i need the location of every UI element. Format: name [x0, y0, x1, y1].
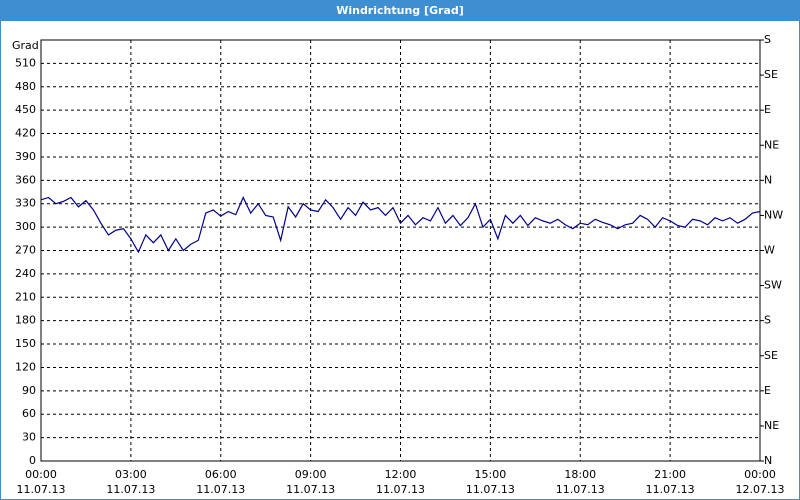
x-tick-date: 11.07.13 — [17, 483, 66, 496]
y-tick-label: 120 — [15, 360, 36, 373]
y-tick-label: 210 — [15, 290, 36, 303]
y2-tick-label: SE — [764, 68, 778, 81]
window-title: Windrichtung [Grad] — [336, 4, 464, 17]
x-tick-date: 11.07.13 — [196, 483, 245, 496]
title-bar — [0, 0, 800, 21]
x-tick-label: 03:00 — [115, 468, 147, 481]
y2-tick-label: E — [764, 103, 771, 116]
x-tick-date: 11.07.13 — [376, 483, 425, 496]
y-tick-label: 240 — [15, 267, 36, 280]
y-tick-label: 480 — [15, 80, 36, 93]
x-tick-date: 11.07.13 — [106, 483, 155, 496]
y-tick-label: 270 — [15, 244, 36, 257]
y2-tick-label: N — [764, 173, 772, 186]
y-tick-label: 90 — [22, 384, 36, 397]
y-tick-label: 330 — [15, 197, 36, 210]
y-tick-label: 300 — [15, 220, 36, 233]
data-line — [40, 196, 761, 254]
x-tick-label: 21:00 — [654, 468, 686, 481]
y-tick-label: 360 — [15, 173, 36, 186]
y2-tick-label: W — [764, 244, 775, 257]
x-tick-date: 11.07.13 — [466, 483, 515, 496]
x-tick-date: 11.07.13 — [556, 483, 605, 496]
x-tick-label: 12:00 — [385, 468, 417, 481]
x-tick-date: 11.07.13 — [286, 483, 335, 496]
x-tick-label: 18:00 — [564, 468, 596, 481]
x-tick-label: 00:00 — [25, 468, 57, 481]
y-tick-label: 0 — [29, 454, 36, 467]
x-tick-label: 00:00 — [744, 468, 776, 481]
y2-tick-label: S — [764, 33, 771, 46]
y2-tick-label: SW — [764, 279, 782, 292]
y2-tick-label: NE — [764, 419, 779, 432]
y-tick-label: 180 — [15, 314, 36, 327]
y-axis-label: Grad — [12, 39, 39, 52]
y-tick-label: 150 — [15, 337, 36, 350]
x-tick-date: 11.07.13 — [646, 483, 695, 496]
y-tick-label: 420 — [15, 127, 36, 140]
x-tick-label: 06:00 — [205, 468, 237, 481]
x-tick-date: 12.07.13 — [736, 483, 785, 496]
y2-tick-label: NW — [764, 208, 783, 221]
y2-tick-label: N — [764, 454, 772, 467]
x-tick-label: 15:00 — [475, 468, 507, 481]
y-tick-label: 30 — [22, 431, 36, 444]
y2-tick-label: S — [764, 314, 771, 327]
plot-frame — [40, 39, 761, 462]
y2-tick-label: NE — [764, 138, 779, 151]
y-tick-label: 450 — [15, 103, 36, 116]
y2-tick-label: E — [764, 384, 771, 397]
y-tick-label: 510 — [15, 56, 36, 69]
x-tick-label: 09:00 — [295, 468, 327, 481]
y-tick-label: 60 — [22, 407, 36, 420]
y-tick-label: 390 — [15, 150, 36, 163]
y2-tick-label: SE — [764, 349, 778, 362]
